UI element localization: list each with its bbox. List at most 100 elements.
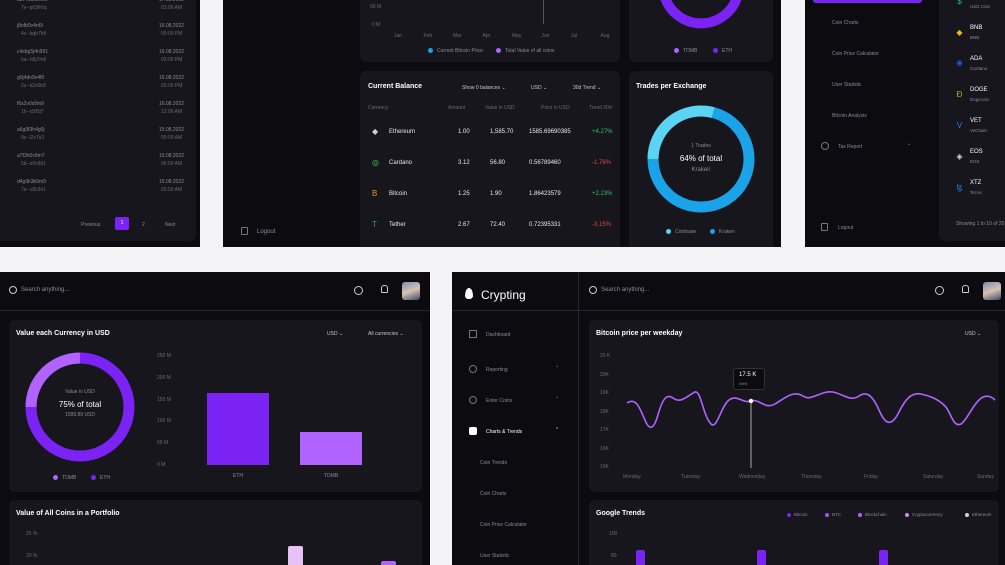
menu-coin-charts[interactable]: Coin Charts [832, 20, 859, 26]
trades-donut-chart [647, 105, 755, 213]
legend-ethereum: Ethereum [965, 512, 992, 517]
emoji-icon[interactable] [354, 286, 363, 295]
logout-link[interactable]: Logout [257, 229, 276, 235]
trades-title: Trades per Exchange [636, 83, 707, 90]
bell-icon[interactable] [381, 285, 388, 293]
grid-icon [469, 330, 477, 338]
currency-name[interactable]: Cardano [389, 160, 413, 166]
currency-name[interactable]: Bitcoin [389, 191, 408, 197]
tx-hash: 9c--l2v7s3 [21, 135, 45, 141]
chevron-up-icon[interactable]: ⌃ [555, 427, 560, 433]
nav-reporting[interactable]: Reporting [486, 367, 508, 373]
coin-symbol[interactable]: EOS [970, 149, 983, 155]
search-icon [9, 286, 17, 294]
tx-time: 03:00 PM [161, 57, 183, 63]
chevron-down-icon: ⌄ [399, 331, 404, 337]
show-zero-balances-select[interactable]: Show 0 balances ⌄ [462, 85, 506, 91]
x-label: Monday [623, 474, 641, 480]
y-label: 150 M [157, 396, 171, 403]
pagination-next[interactable]: Next [165, 222, 176, 228]
subnav-coin-price-calculator[interactable]: Coin Price Calculator [480, 522, 527, 528]
transactions-card: a8v7bdc5v0vl 7v--p03fr6q 17.08.2022 03:00 A… [0, 0, 196, 241]
legend-dot [713, 48, 718, 54]
logout-link[interactable]: Logout [838, 225, 854, 231]
value-cell: 1,585.70 [490, 129, 514, 135]
header-price-usd: Price in USD [541, 105, 570, 111]
bnb-icon: ◆ [956, 28, 963, 37]
nav-dashboard[interactable]: Dashboard [486, 332, 511, 338]
tx-hash: 7v--p03fr6q [21, 5, 47, 11]
logout-icon[interactable] [241, 227, 248, 235]
menu-bitcoin-analysis[interactable]: Bitcoin Analysis [832, 113, 867, 119]
legend-dot [428, 48, 433, 54]
trend-cell: -1.76% [592, 160, 612, 166]
subnav-user-statistic[interactable]: User Statistic [480, 553, 510, 559]
menu-user-statistic[interactable]: User Statistic [832, 82, 862, 88]
coin-symbol[interactable]: BNB [970, 25, 983, 31]
menu-tax-report[interactable]: Tax Report [838, 144, 863, 150]
x-label: Thursday [801, 474, 822, 480]
legend-label: Total Value of all coins [505, 48, 555, 54]
bell-icon[interactable] [962, 285, 969, 293]
all-currencies-select[interactable]: All currencies ⌄ [368, 331, 404, 337]
emoji-icon[interactable] [935, 286, 944, 295]
trades-per-exchange-card: Trades per Exchange 1 Trades 64% of tota… [629, 71, 773, 247]
coin-symbol[interactable]: ADA [970, 56, 983, 62]
chart-icon [469, 427, 477, 435]
trades-center-exchange: Kraken [691, 167, 711, 173]
subnav-coin-charts[interactable]: Coin Charts [480, 491, 507, 497]
currency-name[interactable]: Tether [389, 222, 406, 228]
y-label: 18K [600, 408, 609, 415]
legend-dot [965, 512, 969, 517]
x-label: Jun [541, 33, 550, 39]
legend-dot [496, 48, 501, 54]
x-label: Wednesday [739, 474, 766, 480]
chevron-down-icon[interactable]: ⌄ [555, 394, 560, 400]
tx-id: g0j4dn9v4f0 [17, 75, 45, 81]
trend-select[interactable]: 30d Trend ⌄ [573, 85, 601, 91]
cardano-icon: ◎ [372, 158, 379, 167]
usd-select[interactable]: USD ⌄ [327, 331, 343, 337]
avatar[interactable] [983, 282, 1001, 300]
coin-symbol[interactable]: DOGE [970, 87, 988, 93]
trades-center-count: 1 Trades [691, 143, 711, 149]
pagination-previous[interactable]: Previous [81, 222, 101, 228]
legend-dot [674, 48, 679, 54]
avatar[interactable] [402, 282, 420, 300]
nav-enter-coins[interactable]: Enter Coins [486, 398, 513, 404]
tx-id: c4sbg5j4n991 [17, 49, 49, 55]
search-input[interactable]: Search anything... [21, 287, 70, 293]
pagination-page-2[interactable]: 2 [142, 222, 145, 228]
usd-select[interactable]: USD ⌄ [965, 331, 981, 337]
currency-name[interactable]: Ethereum [389, 129, 416, 135]
trend-cell: +2.23% [592, 191, 613, 197]
price-cell: 1585.69690385 [529, 129, 571, 135]
coin-symbol[interactable]: VET [970, 118, 982, 124]
pie-icon [469, 365, 477, 373]
logout-icon[interactable] [821, 223, 828, 231]
coin-symbol[interactable]: XTZ [970, 180, 982, 186]
x-label: Feb [423, 33, 433, 39]
tx-time: 06:00 AM [161, 161, 183, 167]
y-label: 25 % [26, 531, 38, 537]
portfolio-title: Value of All Coins in a Portfolio [16, 510, 120, 517]
y-label: 0 M [372, 22, 381, 28]
y-label: 200 M [157, 374, 171, 381]
nav-charts-trends[interactable]: Charts & Trends [486, 429, 523, 435]
portfolio-card: Value of All Coins in a Portfolio 25 % 2… [9, 500, 422, 565]
legend-blockchain: Blockchain [858, 512, 887, 517]
ethereum-icon: ◆ [372, 127, 379, 136]
subnav-coin-trends[interactable]: Coin Trends [480, 460, 507, 466]
legend-label: Blockchain [865, 512, 887, 517]
balance-title: Current Balance [368, 83, 423, 90]
menu-coin-price-calculator[interactable]: Coin Price Calculator [832, 51, 879, 57]
currency-select[interactable]: USD ⌄ [531, 85, 547, 91]
coin-name: BNB [970, 35, 980, 40]
chevron-down-icon[interactable]: ⌄ [555, 363, 560, 369]
pagination-page-1[interactable]: 1 [115, 217, 129, 230]
value-donut-chart [25, 352, 135, 462]
search-input[interactable]: Search anything... [601, 287, 650, 293]
y-label: 50 M [370, 4, 382, 10]
chevron-down-icon[interactable]: ⌄ [907, 141, 912, 147]
y-label: 15K [600, 464, 609, 470]
